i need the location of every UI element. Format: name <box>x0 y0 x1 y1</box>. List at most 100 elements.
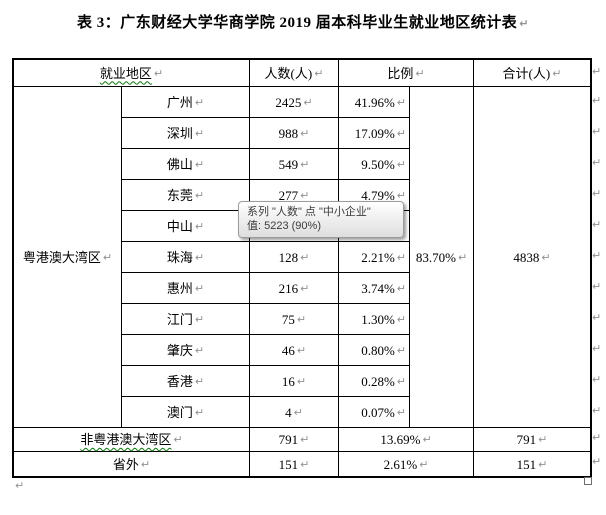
count-value: 549 <box>278 156 299 172</box>
city-cell[interactable]: 澳门 ↵ <box>122 397 250 428</box>
paragraph-mark-icon: ↵ <box>396 312 406 326</box>
header-total-label: 合计(人) <box>502 65 551 81</box>
summary-label: 省外 <box>112 456 139 472</box>
city-cell[interactable]: 惠州 ↵ <box>122 273 250 304</box>
city-cell[interactable]: 广州 ↵ <box>122 87 250 118</box>
count-cell[interactable]: 128 ↵ <box>250 242 339 273</box>
paragraph-mark-icon: ↵ <box>153 66 164 80</box>
count-cell[interactable]: 216 ↵ <box>250 273 339 304</box>
summary-count-cell[interactable]: 151 ↵ <box>250 452 339 476</box>
count-cell[interactable]: 988 ↵ <box>250 118 339 149</box>
document-title[interactable]: 表 3：广东财经大学华商学院 2019 届本科毕业生就业地区统计表 ↵ <box>0 11 606 32</box>
summary-pct-cell[interactable]: 2.61% ↵ <box>339 452 474 476</box>
paragraph-mark-icon: ↵ <box>396 95 406 109</box>
city-cell[interactable]: 佛山 ↵ <box>122 149 250 180</box>
paragraph-mark-icon: ↵ <box>457 250 468 264</box>
count-value: 277 <box>278 187 299 203</box>
paragraph-mark-icon: ↵ <box>296 374 307 388</box>
paragraph-mark-icon: ↵ <box>396 126 406 140</box>
paragraph-mark-icon: ↵ <box>396 250 406 264</box>
count-value: 4 <box>285 404 292 420</box>
summary-total-cell[interactable]: 151 ↵ <box>474 452 590 476</box>
count-cell[interactable]: 549 ↵ <box>250 149 339 180</box>
paragraph-mark-icon: ↵ <box>396 188 406 202</box>
paragraph-mark-icon: ↵ <box>300 281 310 295</box>
paragraph-mark-icon: ↵ <box>592 280 602 293</box>
count-cell[interactable]: 75 ↵ <box>250 304 339 335</box>
pct-value: 1.30% <box>361 311 395 327</box>
summary-label-cell[interactable]: 非粤港澳大湾区 ↵ <box>14 428 250 452</box>
pct-value: 41.96% <box>354 94 395 110</box>
count-cell[interactable]: 4 ↵ <box>250 397 339 428</box>
paragraph-mark-icon: ↵ <box>538 433 548 446</box>
city-label: 中山 <box>166 218 193 234</box>
header-total-cell[interactable]: 合计(人) ↵ <box>474 60 590 87</box>
city-cell[interactable]: 深圳 ↵ <box>122 118 250 149</box>
pct-cell[interactable]: 41.96% ↵ <box>339 87 410 118</box>
summary-label: 非粤港澳大湾区 <box>80 432 172 447</box>
paragraph-mark-icon: ↵ <box>140 457 151 471</box>
summary-count-value: 791 <box>278 432 299 447</box>
count-value: 2425 <box>275 94 302 110</box>
city-cell[interactable]: 中山 ↵ <box>122 211 250 242</box>
count-value: 988 <box>278 125 299 141</box>
paragraph-mark-icon: ↵ <box>592 187 602 200</box>
tooltip-value-line: 值: 5223 (90%) <box>247 220 321 232</box>
pct-cell[interactable]: 1.30% ↵ <box>339 304 410 335</box>
chart-tooltip: 系列 "人数" 点 "中小企业" 值: 5223 (90%) <box>238 201 404 238</box>
paragraph-mark-icon: ↵ <box>419 457 429 471</box>
pct-cell[interactable]: 0.07% ↵ <box>339 397 410 428</box>
city-label: 澳门 <box>166 404 193 420</box>
city-cell[interactable]: 珠海 ↵ <box>122 242 250 273</box>
bay-area-ratio-cell[interactable]: 83.70% ↵ <box>410 87 474 428</box>
paragraph-mark-icon: ↵ <box>194 219 205 233</box>
paragraph-mark-icon: ↵ <box>173 433 183 446</box>
pct-cell[interactable]: 9.50% ↵ <box>339 149 410 180</box>
city-cell[interactable]: 肇庆 ↵ <box>122 335 250 366</box>
count-value: 128 <box>278 249 299 265</box>
count-cell[interactable]: 46 ↵ <box>250 335 339 366</box>
pct-value: 0.28% <box>361 373 395 389</box>
count-cell[interactable]: 2425 ↵ <box>250 87 339 118</box>
summary-total-value: 151 <box>516 456 537 472</box>
header-region-cell[interactable]: 就业地区 ↵ <box>14 60 250 87</box>
paragraph-mark-icon: ↵ <box>538 457 548 471</box>
pct-cell[interactable]: 0.80% ↵ <box>339 335 410 366</box>
pct-cell[interactable]: 3.74% ↵ <box>339 273 410 304</box>
paragraph-mark-icon: ↵ <box>422 433 432 446</box>
paragraph-mark-icon: ↵ <box>592 404 602 417</box>
header-ratio-label: 比例 <box>387 65 414 81</box>
summary-count-cell[interactable]: 791 ↵ <box>250 428 339 452</box>
pct-cell[interactable]: 2.21% ↵ <box>339 242 410 273</box>
city-cell[interactable]: 香港 ↵ <box>122 366 250 397</box>
paragraph-mark-icon: ↵ <box>396 281 406 295</box>
pct-cell[interactable]: 0.28% ↵ <box>339 366 410 397</box>
summary-label-cell[interactable]: 省外 ↵ <box>14 452 250 476</box>
paragraph-mark-icon: ↵ <box>296 312 307 326</box>
paragraph-mark-icon: ↵ <box>300 250 310 264</box>
header-count-cell[interactable]: 人数(人) ↵ <box>250 60 339 87</box>
table-resize-handle[interactable] <box>584 477 592 485</box>
pct-cell[interactable]: 17.09% ↵ <box>339 118 410 149</box>
paragraph-mark-icon: ↵ <box>541 250 551 264</box>
bay-area-total-cell[interactable]: 4838 ↵ <box>474 87 590 428</box>
paragraph-mark-icon: ↵ <box>592 342 602 355</box>
paragraph-mark-icon: ↵ <box>194 374 205 388</box>
paragraph-mark-icon: ↵ <box>194 281 205 295</box>
paragraph-mark-icon: ↵ <box>194 126 205 140</box>
paragraph-mark-icon: ↵ <box>592 311 602 324</box>
paragraph-mark-icon: ↵ <box>592 249 602 262</box>
pct-value: 2.21% <box>361 249 395 265</box>
summary-pct-cell[interactable]: 13.69% ↵ <box>339 428 474 452</box>
paragraph-mark-icon: ↵ <box>194 188 205 202</box>
count-cell[interactable]: 16 ↵ <box>250 366 339 397</box>
summary-total-value: 791 <box>516 432 537 447</box>
bay-area-label-cell[interactable]: 粤港澳大湾区 ↵ <box>14 87 122 428</box>
paragraph-mark-icon: ↵ <box>194 157 205 171</box>
paragraph-mark-icon: ↵ <box>300 433 310 446</box>
city-cell[interactable]: 江门 ↵ <box>122 304 250 335</box>
header-ratio-cell[interactable]: 比例 ↵ <box>339 60 474 87</box>
pct-value: 0.07% <box>361 404 395 420</box>
summary-total-cell[interactable]: 791 ↵ <box>474 428 590 452</box>
city-cell[interactable]: 东莞 ↵ <box>122 180 250 211</box>
